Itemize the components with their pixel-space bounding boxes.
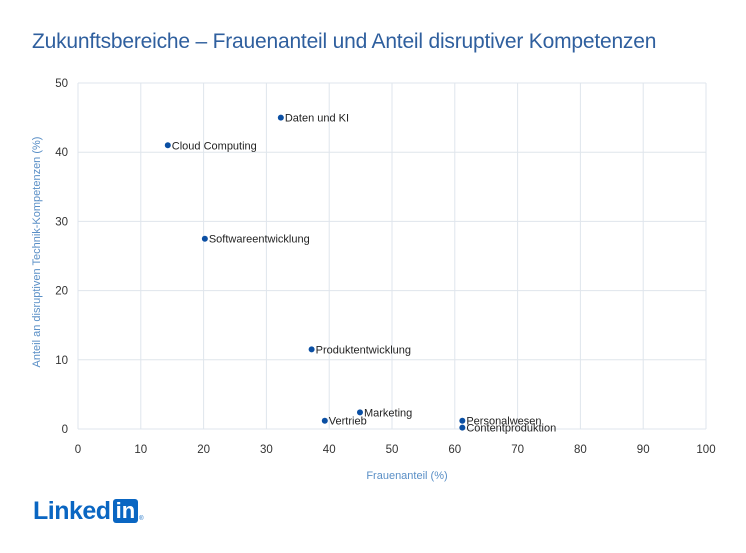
x-tick-label: 50 (386, 444, 399, 456)
data-point-label: Daten und KI (285, 113, 349, 125)
data-point-label: Produktentwicklung (316, 344, 411, 356)
data-point-label: Vertrieb (329, 416, 367, 428)
data-point (308, 346, 315, 353)
x-tick-label: 30 (260, 444, 273, 456)
x-tick-label: 10 (134, 444, 147, 456)
data-point-label: Cloud Computing (172, 140, 257, 152)
data-point (356, 409, 363, 416)
y-tick-label: 10 (55, 355, 68, 367)
x-axis-label: Frauenanteil (%) (366, 470, 447, 482)
x-tick-label: 70 (511, 444, 524, 456)
y-tick-label: 40 (55, 147, 68, 159)
logo-in-box: in (112, 499, 139, 523)
x-tick-label: 80 (574, 444, 587, 456)
data-point (164, 142, 171, 149)
y-tick-label: 0 (62, 424, 68, 436)
x-tick-label: 20 (197, 444, 210, 456)
linkedin-logo: Linked in ® (33, 497, 144, 525)
data-point (459, 417, 466, 424)
data-point (277, 114, 284, 121)
data-point-label: Softwareentwicklung (209, 234, 310, 246)
x-tick-label: 90 (637, 444, 650, 456)
x-tick-label: 100 (696, 444, 715, 456)
data-point-label: Personalwesen (466, 416, 541, 428)
y-tick-label: 50 (55, 78, 68, 90)
data-point (459, 424, 466, 431)
x-tick-label: 40 (323, 444, 336, 456)
y-tick-label: 20 (55, 286, 68, 298)
y-axis-label: Anteil an disruptiven Technik-Kompetenze… (31, 137, 43, 368)
chart-title: Zukunftsbereiche – Frauenanteil und Ante… (32, 30, 657, 53)
logo-wordmark: Linked (33, 497, 111, 525)
data-point-label: Contentproduktion (466, 423, 556, 435)
data-point-label: Marketing (364, 407, 412, 419)
y-tick-label: 30 (55, 216, 68, 228)
data-point (201, 235, 208, 242)
x-tick-label: 0 (75, 444, 81, 456)
x-tick-label: 60 (448, 444, 461, 456)
logo-registered-mark: ® (139, 516, 144, 522)
data-point (321, 417, 328, 424)
